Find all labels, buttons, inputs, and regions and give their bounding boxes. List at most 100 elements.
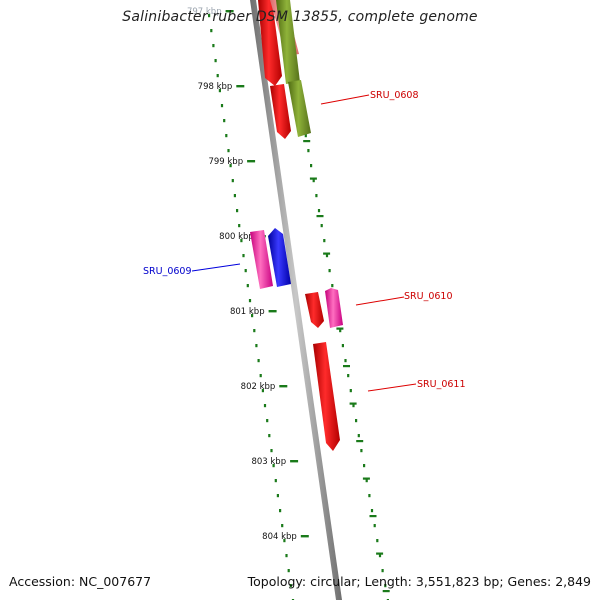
track-dot xyxy=(263,404,267,408)
track-dot xyxy=(357,434,360,438)
kbp-tick-mark xyxy=(300,535,309,538)
gene-label-sru-0611[interactable]: SRU_0611 xyxy=(417,379,466,390)
track-dot xyxy=(320,224,323,228)
accession-text: Accession: NC_007677 xyxy=(9,574,152,589)
gene-arrow-red[interactable] xyxy=(258,0,282,86)
track-dot xyxy=(341,344,344,348)
track-dot xyxy=(355,419,358,423)
track-dot xyxy=(253,329,256,333)
sru-0611-leader xyxy=(367,383,417,392)
track-dot xyxy=(233,194,236,198)
track-dot xyxy=(323,239,326,243)
genome-title: Salinibacter ruber DSM 13855, complete g… xyxy=(122,9,478,25)
track-dot xyxy=(223,119,226,123)
track-dot xyxy=(283,539,286,543)
track-dot xyxy=(231,179,234,183)
gene-arrow-sru-0610[interactable] xyxy=(325,288,343,328)
track-dot xyxy=(317,209,321,213)
track-dot xyxy=(365,479,368,483)
track-dot xyxy=(270,449,273,453)
gene-arrow-red[interactable] xyxy=(305,292,324,328)
track-dot xyxy=(349,389,352,393)
gene-arrow-red[interactable] xyxy=(270,84,291,139)
track-dash xyxy=(316,215,324,218)
track-dot xyxy=(279,509,282,513)
gene-label-sru-0608[interactable]: SRU_0608 xyxy=(370,90,419,101)
track-dot xyxy=(363,464,366,468)
track-dot xyxy=(384,584,387,588)
kbp-tick-mark xyxy=(268,310,277,313)
kbp-tick-mark xyxy=(236,85,245,88)
track-dot xyxy=(285,554,288,558)
track-dot xyxy=(381,569,384,573)
gene-arrow-olive[interactable] xyxy=(276,0,300,84)
track-dot xyxy=(368,494,371,498)
track-dot xyxy=(255,344,258,348)
track-dot xyxy=(307,149,310,153)
kbp-tick-label: 802 kbp xyxy=(241,382,276,392)
track-dash xyxy=(356,440,364,443)
track-dot xyxy=(210,29,213,33)
gene-arrow-pink[interactable] xyxy=(250,230,273,289)
track-dot xyxy=(251,314,254,318)
kbp-tick-label: 804 kbp xyxy=(262,532,297,542)
track-dash xyxy=(349,402,357,405)
kbp-tick-label: 803 kbp xyxy=(251,457,286,467)
track-dot xyxy=(218,89,221,93)
track-dot xyxy=(347,374,350,378)
track-dot xyxy=(287,569,290,573)
track-dot xyxy=(276,494,279,498)
track-dot xyxy=(315,194,318,198)
track-dot xyxy=(238,224,241,228)
track-dot xyxy=(212,44,215,48)
track-dot xyxy=(339,329,342,333)
track-dot xyxy=(229,164,232,168)
gene-arrow-sru-0611[interactable] xyxy=(313,342,340,451)
track-dot xyxy=(310,164,313,168)
track-dot xyxy=(246,284,249,288)
track-dot xyxy=(331,284,334,288)
position-ticks: 797 kbp 798 kbp 799 kbp 800 kbp 801 kbp 802 k… xyxy=(187,7,309,542)
sru-0610-leader xyxy=(355,296,405,306)
track-dot xyxy=(216,74,219,78)
track-dash xyxy=(382,590,390,593)
track-dash xyxy=(376,552,384,555)
gene-label-sru-0610[interactable]: SRU_0610 xyxy=(404,291,453,302)
track-dot xyxy=(352,404,355,408)
gene-features[interactable] xyxy=(250,0,343,451)
gene-label-sru-0609[interactable]: SRU_0609 xyxy=(143,266,192,277)
kbp-tick-mark xyxy=(279,385,288,388)
track-dot xyxy=(344,359,347,363)
track-dash xyxy=(369,515,377,518)
track-dot xyxy=(268,434,271,438)
genome-backbone xyxy=(250,0,342,600)
kbp-tick-label: 799 kbp xyxy=(208,157,243,167)
track-dot xyxy=(289,584,292,588)
track-dot xyxy=(236,209,239,213)
track-dot xyxy=(208,14,211,18)
sru-0608-leader xyxy=(320,94,370,105)
track-dot xyxy=(281,524,284,528)
track-dot xyxy=(261,389,264,393)
track-dot xyxy=(376,539,379,543)
track-dot xyxy=(378,554,382,558)
track-dash xyxy=(362,477,370,480)
track-dot xyxy=(370,509,374,513)
track-dot xyxy=(373,524,376,528)
track-dot xyxy=(225,134,228,138)
track-dot xyxy=(220,104,224,108)
scale-tracks xyxy=(208,14,390,603)
kbp-tick-mark xyxy=(247,160,256,163)
genome-summary: Topology: circular; Length: 3,551,823 bp… xyxy=(247,574,591,589)
sru-0609-leader xyxy=(191,263,241,272)
track-dot xyxy=(257,359,260,363)
track-dot xyxy=(325,254,329,258)
track-dot xyxy=(244,269,247,273)
gene-arrow-sru-0608[interactable] xyxy=(288,80,311,137)
track-dot xyxy=(312,179,315,183)
gene-arrow-sru-0609[interactable] xyxy=(268,228,291,287)
track-dot xyxy=(227,149,230,153)
track-dot xyxy=(242,254,245,258)
